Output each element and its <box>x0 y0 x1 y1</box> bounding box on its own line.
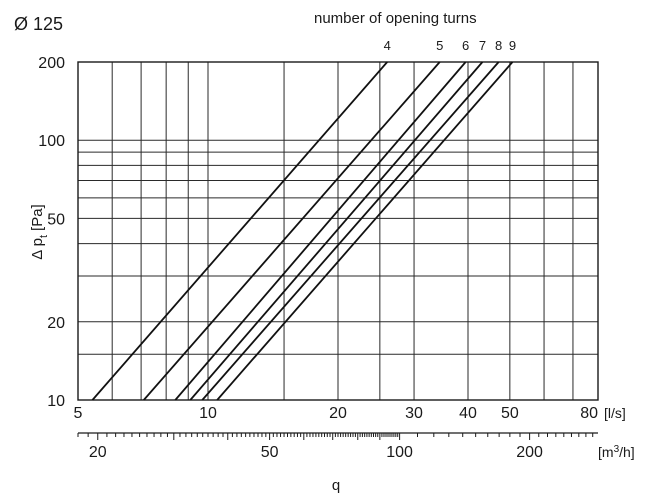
secondary-x-axis <box>77 432 598 440</box>
x-tick-label-secondary: 50 <box>261 444 279 461</box>
y-axis-label-main: Δ p <box>29 238 46 260</box>
turn-label-7: 7 <box>479 38 486 53</box>
series-line-9 <box>216 61 514 401</box>
x-tick-label-primary: 50 <box>501 405 519 422</box>
series-line-6 <box>174 61 467 401</box>
turn-label-5: 5 <box>436 38 443 53</box>
tick-labels: 10 20 50 100 200 5 10 20 30 40 50 80 20 50 100 200 <box>38 55 598 461</box>
series-line-7 <box>189 61 484 401</box>
y-tick-label: 50 <box>47 211 65 228</box>
x-tick-label-primary: 30 <box>405 405 423 422</box>
x-tick-label-secondary: 20 <box>89 444 107 461</box>
turn-label-9: 9 <box>509 38 516 53</box>
turn-label-4: 4 <box>384 38 391 53</box>
plot-frame <box>77 61 599 401</box>
series-line-8 <box>201 61 500 401</box>
x-tick-label-primary: 80 <box>580 405 598 422</box>
x-unit-secondary-end: /h] <box>619 444 635 460</box>
y-axis-label-unit: [Pa] <box>29 204 46 231</box>
y-axis-label: Δ pt [Pa] <box>29 204 50 259</box>
series-line-5 <box>143 61 441 401</box>
x-unit-secondary: [m3/h] <box>598 444 635 460</box>
series-line-4 <box>91 61 388 401</box>
grid <box>78 62 598 400</box>
y-tick-label: 20 <box>47 315 65 332</box>
y-tick-label: 10 <box>47 393 65 410</box>
x-tick-label-secondary: 200 <box>516 444 543 461</box>
chart-subtitle: number of opening turns <box>314 10 477 27</box>
x-unit-secondary-base: [m <box>598 444 614 460</box>
x-tick-label-primary: 20 <box>329 405 347 422</box>
y-axis-label-subscript: t <box>38 235 50 238</box>
x-tick-label-primary: 5 <box>74 405 83 422</box>
turn-label-6: 6 <box>462 38 469 53</box>
chart-title: Ø 125 <box>14 14 63 34</box>
y-tick-label: 200 <box>38 55 65 72</box>
series-lines <box>91 61 514 401</box>
x-unit-secondary-sup: 3 <box>614 444 620 455</box>
turn-label-8: 8 <box>495 38 502 53</box>
x-tick-label-secondary: 100 <box>386 444 413 461</box>
x-tick-label-primary: 40 <box>459 405 477 422</box>
x-axis-label: q <box>332 477 340 494</box>
x-tick-label-primary: 10 <box>199 405 217 422</box>
y-tick-label: 100 <box>38 133 65 150</box>
x-unit-primary: [l/s] <box>604 405 626 421</box>
